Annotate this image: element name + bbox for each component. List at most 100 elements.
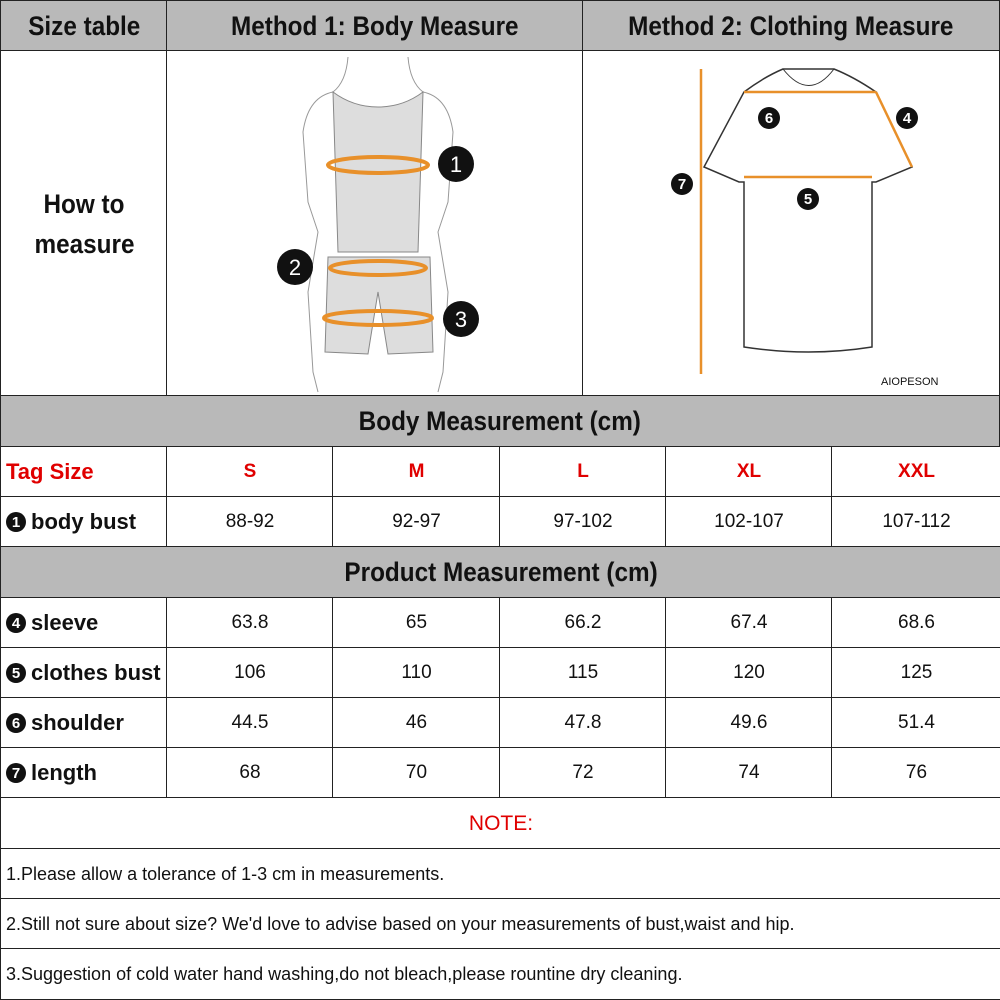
product-value-text: 67.4	[730, 612, 768, 633]
product-value: 72	[499, 747, 667, 799]
product-value-text: 65	[405, 612, 428, 633]
size-table-title: Size table	[27, 10, 141, 41]
body-figure-illustration: 1 2 3	[276, 56, 479, 392]
size-header-xxl-text: XXL	[898, 461, 935, 482]
product-value-text: 47.8	[564, 712, 602, 733]
how-to-measure-cell: How to measure	[0, 50, 168, 397]
tag-size-label: Tag Size	[0, 446, 168, 498]
size-header-xl-text: XL	[736, 461, 762, 482]
svg-text:1: 1	[449, 152, 461, 177]
product-row-label: 4 sleeve	[0, 597, 168, 649]
product-value: 74	[665, 747, 833, 799]
product-value-text: 106	[234, 662, 266, 683]
product-value: 68	[166, 747, 334, 799]
note-item: 1.Please allow a tolerance of 1-3 cm in …	[0, 848, 1000, 900]
body-value-text: 92-97	[392, 511, 441, 532]
tag-size-label-text: Tag Size	[6, 459, 94, 484]
body-value-text: 107-112	[882, 511, 951, 532]
note-item-text: 2.Still not sure about size? We'd love t…	[6, 913, 795, 934]
size-header-m: M	[332, 446, 501, 498]
row-label: length	[31, 760, 97, 785]
note-title: NOTE:	[0, 797, 1000, 850]
product-value-text: 68	[239, 762, 261, 783]
note-item: 3.Suggestion of cold water hand washing,…	[0, 948, 1000, 1000]
svg-text:6: 6	[764, 110, 772, 127]
product-value: 68.6	[831, 597, 1000, 649]
product-row-label: 6 shoulder	[0, 697, 168, 749]
body-figure-cell: 1 2 3	[166, 50, 584, 397]
product-value-text: 51.4	[898, 712, 935, 733]
product-value: 70	[332, 747, 501, 799]
svg-text:3: 3	[454, 307, 466, 332]
product-value: 66.2	[499, 597, 667, 649]
product-value-text: 76	[905, 762, 928, 783]
product-value: 67.4	[665, 597, 833, 649]
body-value: 88-92	[166, 496, 334, 548]
note-item: 2.Still not sure about size? We'd love t…	[0, 898, 1000, 950]
size-header-s-text: S	[243, 461, 257, 482]
body-section-title: Body Measurement (cm)	[358, 406, 642, 436]
product-value-text: 74	[738, 762, 760, 783]
row-label: sleeve	[31, 610, 99, 635]
product-value-text: 49.6	[730, 712, 768, 733]
product-value: 120	[665, 647, 833, 699]
clothing-figure-cell: 6 4 7 5 AIOPESON	[582, 50, 1000, 397]
product-section-title: Product Measurement (cm)	[344, 557, 658, 587]
product-value: 46	[332, 697, 501, 749]
brand-label: AIOPESON	[881, 376, 939, 388]
product-value: 115	[499, 647, 667, 699]
method2-title: Method 2: Clothing Measure	[628, 10, 954, 41]
svg-text:2: 2	[288, 255, 300, 280]
number-badge-icon: 1	[6, 512, 26, 532]
note-title-text: NOTE:	[468, 811, 534, 835]
body-value: 97-102	[499, 496, 667, 548]
product-value: 125	[831, 647, 1000, 699]
size-header-l: L	[499, 446, 667, 498]
size-table-header: Size table	[0, 0, 168, 52]
size-header-s: S	[166, 446, 334, 498]
row-label: body bust	[31, 509, 137, 534]
number-badge-icon: 5	[6, 663, 26, 683]
product-value: 44.5	[166, 697, 334, 749]
row-label: shoulder	[31, 710, 124, 735]
note-item-text: 1.Please allow a tolerance of 1-3 cm in …	[6, 863, 445, 884]
body-markers: 1 2 3	[276, 145, 479, 337]
number-badge-icon: 7	[6, 763, 26, 783]
body-value: 102-107	[665, 496, 833, 548]
product-value-text: 115	[567, 662, 599, 683]
size-header-xxl: XXL	[831, 446, 1000, 498]
product-value-text: 70	[405, 762, 428, 783]
size-header-m-text: M	[408, 461, 425, 482]
how-to-measure-label: How to measure	[34, 188, 135, 259]
product-value-text: 110	[401, 662, 432, 683]
method1-header: Method 1: Body Measure	[166, 0, 584, 52]
product-value-text: 44.5	[231, 712, 269, 733]
body-value-text: 97-102	[553, 511, 613, 532]
body-bust-label: 1 body bust	[0, 496, 168, 548]
product-value: 106	[166, 647, 334, 699]
tshirt-illustration: 6 4 7 5 AIOPESON	[670, 67, 939, 388]
svg-text:4: 4	[902, 110, 911, 127]
body-value: 107-112	[831, 496, 1000, 548]
product-measurement-section: Product Measurement (cm)	[0, 546, 1000, 599]
product-value-text: 120	[733, 662, 765, 683]
method2-header: Method 2: Clothing Measure	[582, 0, 1000, 52]
product-row-label: 5 clothes bust	[0, 647, 168, 699]
row-label: clothes bust	[31, 660, 161, 685]
product-value-text: 72	[572, 762, 594, 783]
number-badge-icon: 6	[6, 713, 26, 733]
product-value-text: 125	[900, 662, 933, 683]
body-value: 92-97	[332, 496, 501, 548]
product-value: 49.6	[665, 697, 833, 749]
svg-text:5: 5	[803, 191, 811, 208]
number-badge-icon: 4	[6, 613, 26, 633]
product-value-text: 66.2	[564, 612, 602, 633]
method1-title: Method 1: Body Measure	[231, 10, 519, 41]
product-value: 65	[332, 597, 501, 649]
size-header-xl: XL	[665, 446, 833, 498]
svg-text:7: 7	[677, 176, 685, 193]
product-value: 76	[831, 747, 1000, 799]
product-value: 47.8	[499, 697, 667, 749]
body-value-text: 88-92	[225, 511, 275, 532]
note-item-text: 3.Suggestion of cold water hand washing,…	[6, 963, 683, 984]
